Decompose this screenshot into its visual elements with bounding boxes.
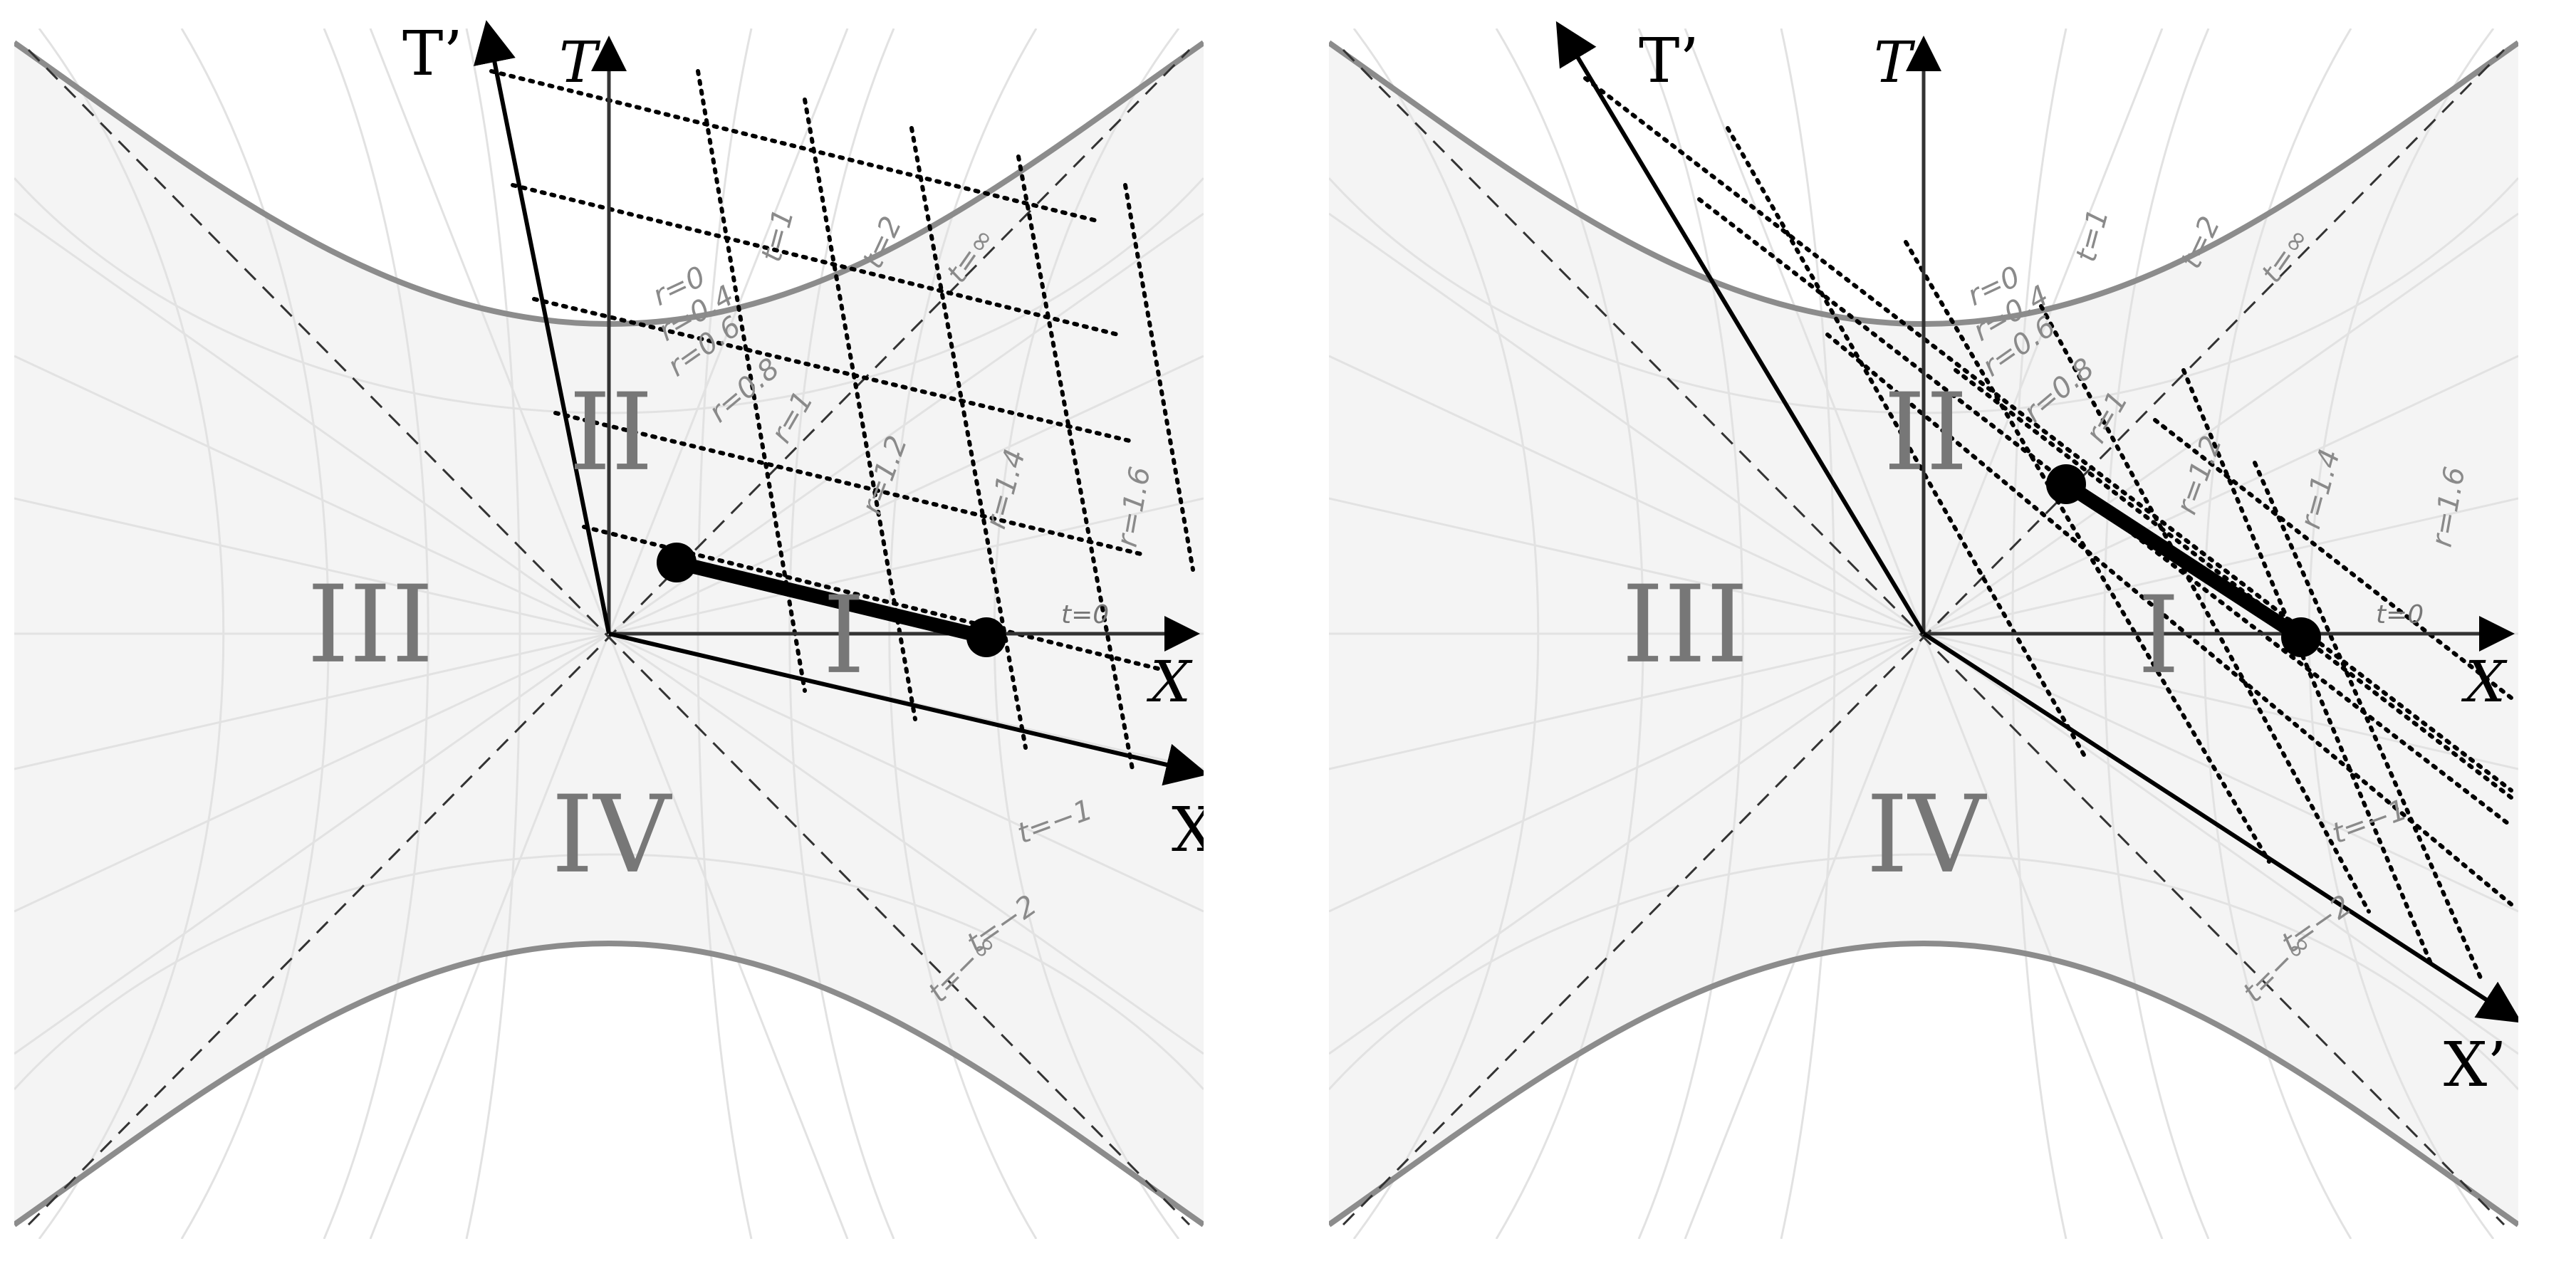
- region-label-iv: IV: [1866, 773, 1987, 897]
- lower-singularity-curve: [1329, 940, 2518, 1228]
- lower-excluded-region: [1329, 943, 2518, 1239]
- lower-singularity-curve: [14, 940, 1204, 1228]
- region-label-ii: II: [1884, 371, 1968, 495]
- rod-endpoint-upper: [2046, 464, 2086, 504]
- t-label-0: t=0: [2376, 600, 2424, 629]
- rod-endpoint-lower: [2281, 617, 2321, 657]
- x-prime-label: X’: [1172, 795, 1204, 866]
- x-prime-axis: [1922, 632, 2518, 1023]
- region-label-iii: III: [1622, 563, 1748, 687]
- region-label-iv: IV: [551, 773, 672, 897]
- region-label-ii: II: [569, 371, 654, 495]
- t-prime-axis: [473, 20, 611, 634]
- spacetime-diagram-left: I II III IV T’ T X X’ t=0 t=1 t=2 t=∞ t=…: [14, 0, 1204, 1266]
- t-prime-label: T’: [402, 19, 463, 90]
- x-prime-axis: [608, 632, 1204, 786]
- rod: [2062, 478, 2305, 644]
- region-label-iii: III: [307, 563, 434, 687]
- t-label-0: t=0: [1061, 600, 1109, 629]
- region-label-i: I: [823, 574, 865, 698]
- rod-endpoint-upper: [657, 543, 697, 582]
- t-label: T: [1874, 29, 1916, 95]
- t-label: T: [559, 29, 601, 95]
- x-label: X: [1146, 649, 1193, 715]
- rod: [674, 555, 989, 644]
- diagram-svg-right: I II III IV T’ T X X’ t=0 t=1 t=2 t=∞ t=…: [1329, 21, 2518, 1239]
- x-prime-label: X’: [2444, 1030, 2507, 1101]
- dotted-grid: [489, 69, 1195, 771]
- x-label: X: [2461, 649, 2508, 715]
- diagram-svg-left: I II III IV T’ T X X’ t=0 t=1 t=2 t=∞ t=…: [14, 19, 1204, 1239]
- rod-endpoint-lower: [966, 617, 1006, 657]
- lower-excluded-region: [14, 943, 1204, 1239]
- spacetime-diagram-right: I II III IV T’ T X X’ t=0 t=1 t=2 t=∞ t=…: [1329, 0, 2518, 1266]
- t-prime-axis: [1555, 21, 1926, 635]
- horizon-line-b: [27, 48, 1191, 1226]
- region-label-i: I: [2137, 574, 2179, 698]
- t-prime-label: T’: [1639, 26, 1699, 97]
- horizon-line-b: [1342, 48, 2505, 1226]
